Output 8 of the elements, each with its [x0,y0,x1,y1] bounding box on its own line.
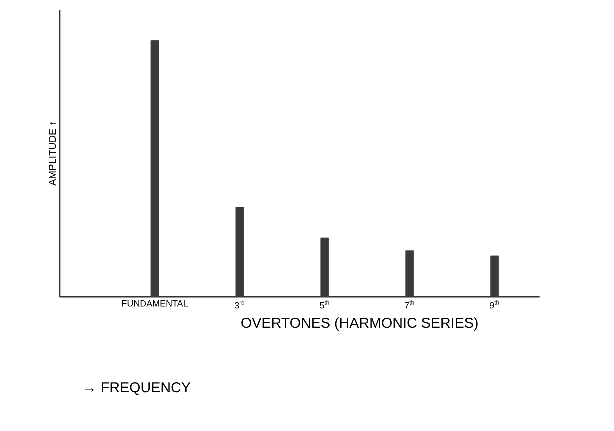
x-tick-label: FUNDAMENTAL [122,300,188,307]
x-tick-label: 7$^{th}$ [405,300,414,309]
x-tick-label: 9$^{th}$ [490,300,500,309]
y-axis-title: AMPLITUDE ↑ [49,122,56,186]
text: → FREQUENCY [85,382,191,396]
x-axis-title: OVERTONES (HARMONIC SERIES) [242,318,478,331]
x-tick-label: 5$^{th}$ [320,300,330,309]
x-tick-label: 3$^{rd}$ [234,300,244,309]
